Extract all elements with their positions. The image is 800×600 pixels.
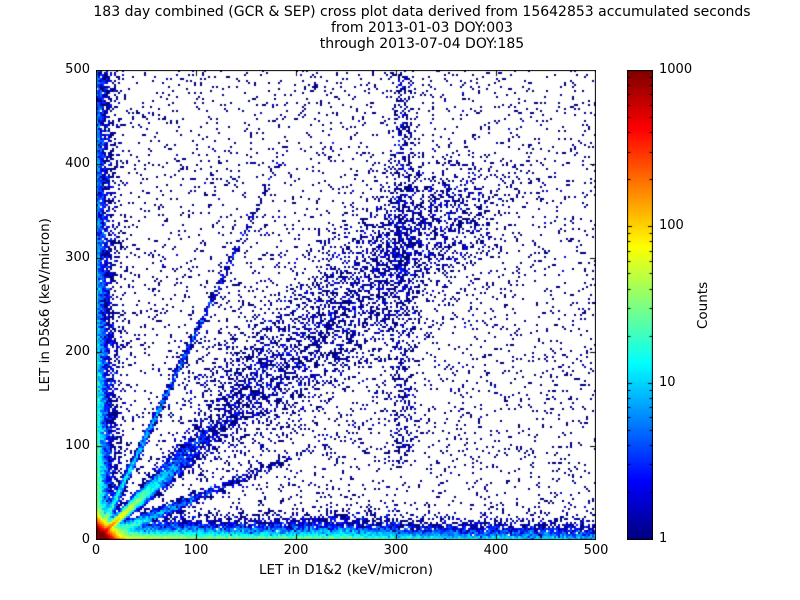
colorbar-tick-label: 100 xyxy=(659,218,684,234)
x-tick-label: 500 xyxy=(583,543,609,558)
y-tick-label: 100 xyxy=(65,438,90,453)
colorbar-tick-label: 1000 xyxy=(659,62,693,77)
x-tick-label: 400 xyxy=(483,543,509,558)
title-line-2: from 2013-01-03 DOY:003 xyxy=(330,20,513,36)
y-tick-label: 300 xyxy=(65,250,90,265)
x-tick-label: 200 xyxy=(283,543,309,558)
y-tick-label: 400 xyxy=(65,156,90,171)
title-line-1: 183 day combined (GCR & SEP) cross plot … xyxy=(93,4,751,20)
y-axis-label: LET in D5&6 (keV/micron) xyxy=(37,218,53,392)
title-line-3: through 2013-07-04 DOY:185 xyxy=(319,36,525,52)
colorbar-tick-label: 10 xyxy=(659,374,676,390)
y-tick-label: 500 xyxy=(65,62,90,77)
colorbar-canvas xyxy=(627,70,653,540)
y-tick-label: 0 xyxy=(81,532,90,547)
y-tick-label: 200 xyxy=(65,344,90,359)
x-tick-label: 0 xyxy=(91,543,101,558)
x-tick-label: 300 xyxy=(383,543,409,558)
colorbar-tick-label: 1 xyxy=(659,531,668,546)
chart-title: 183 day combined (GCR & SEP) cross plot … xyxy=(44,4,800,52)
colorbar-label: Counts xyxy=(695,281,711,329)
x-tick-label: 100 xyxy=(183,543,209,558)
scatter-canvas xyxy=(96,70,596,540)
x-axis-label: LET in D1&2 (keV/micron) xyxy=(259,562,433,578)
